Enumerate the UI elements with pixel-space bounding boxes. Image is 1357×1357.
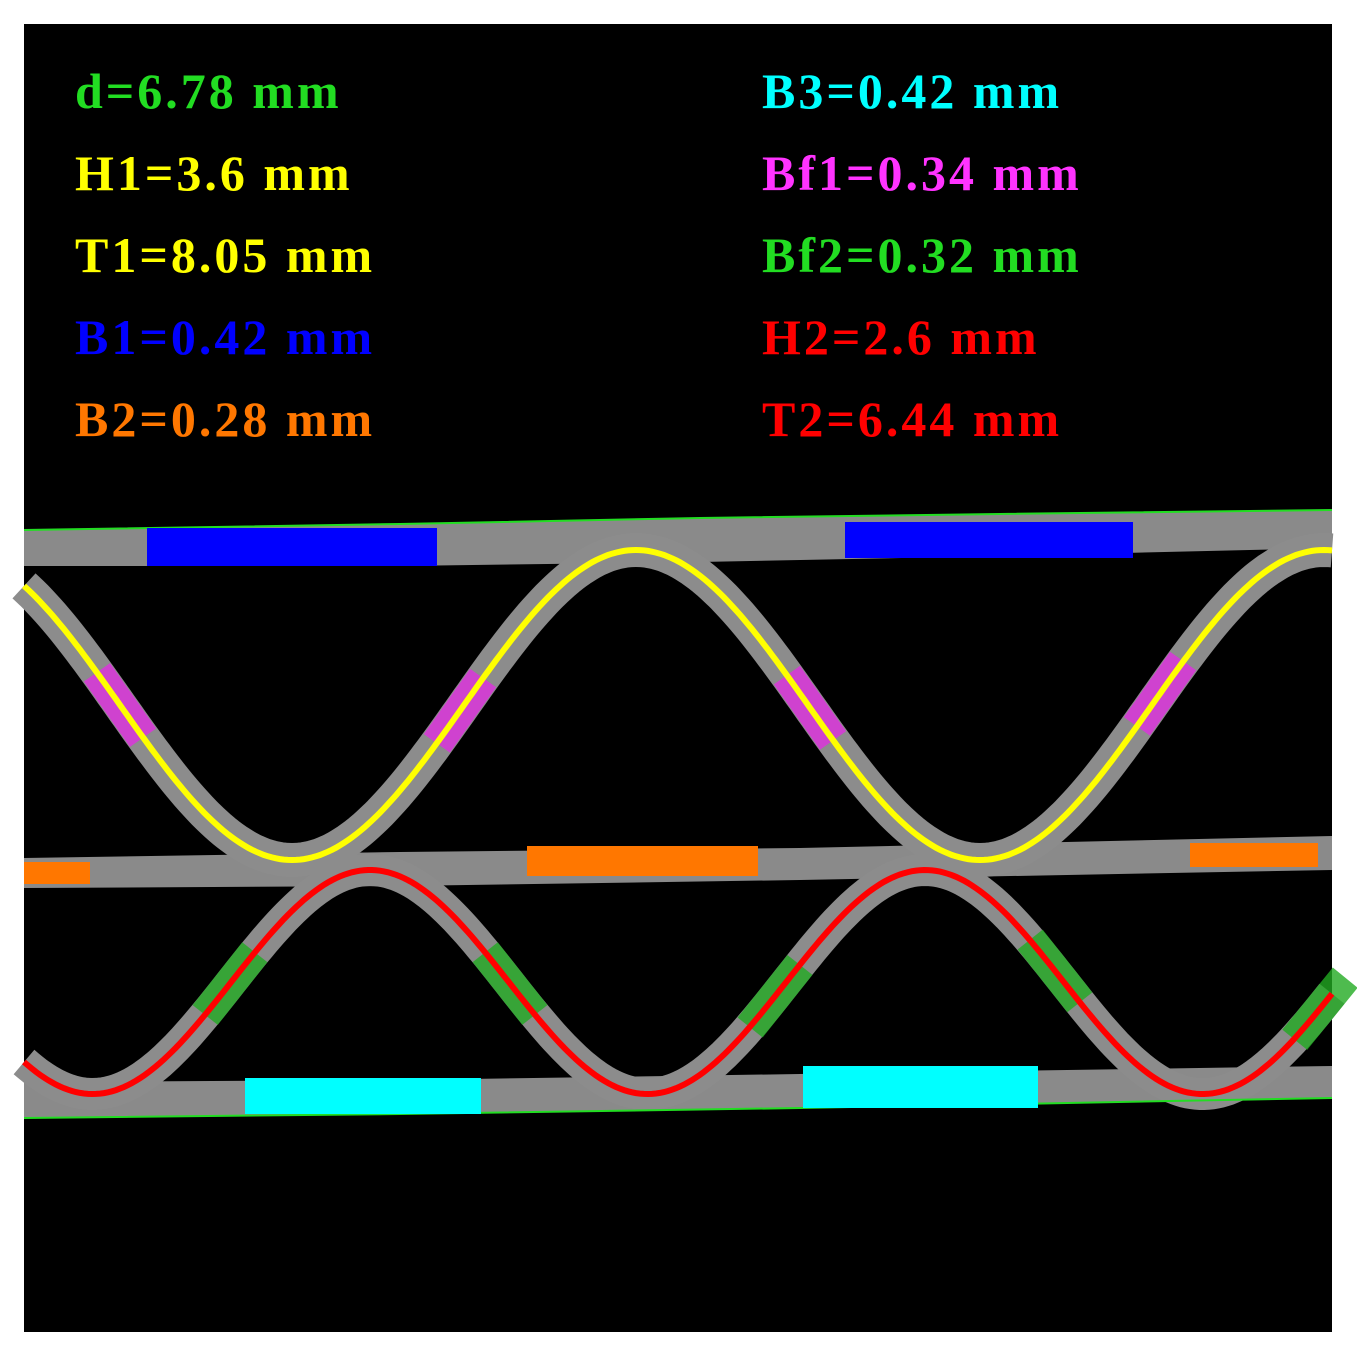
bottom-edge [23,1097,1333,1119]
label: d=6.78 mm [75,63,342,119]
b2-zone [1190,843,1318,867]
b2-zone [527,846,758,876]
h2-curve [22,866,1335,1098]
b1-zone [147,528,437,566]
b2-zone [24,862,90,884]
label: B2=0.28 mm [75,391,375,447]
label: H1=3.6 mm [75,145,353,201]
top-edge [23,509,1333,531]
b3-zone [803,1066,1038,1108]
label: T1=8.05 mm [75,227,375,283]
h1-curve [21,546,1333,864]
label: H2=2.6 mm [762,309,1040,365]
background [24,24,1332,1332]
liner-zones [24,522,1318,1114]
label: B3=0.42 mm [762,63,1062,119]
b1-zone [845,522,1133,558]
b3-zone [245,1078,481,1114]
labels: d=6.78 mm H1=3.6 mm T1=8.05 mm B1=0.42 m… [75,63,1082,447]
label: Bf2=0.32 mm [762,227,1082,283]
label: B1=0.42 mm [75,309,375,365]
label: Bf1=0.34 mm [762,145,1082,201]
label: T2=6.44 mm [762,391,1062,447]
